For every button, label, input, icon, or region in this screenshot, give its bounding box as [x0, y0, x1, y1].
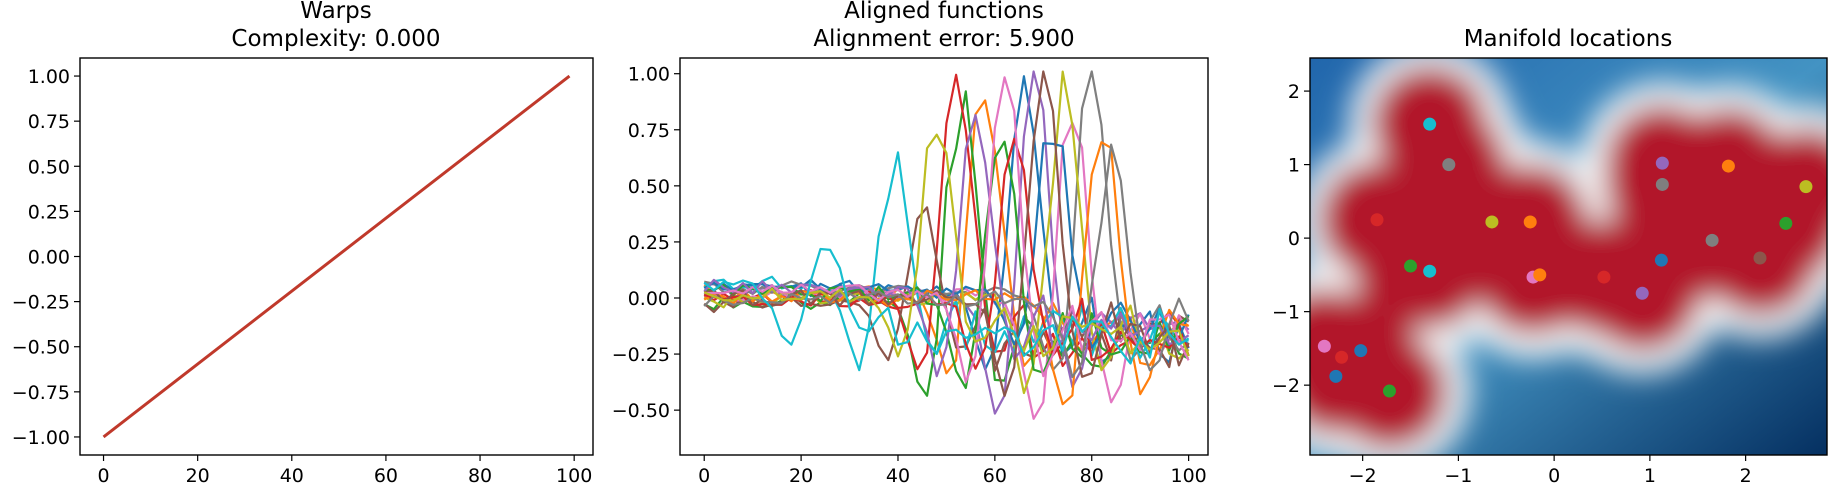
- x-tick-label: 1: [1644, 465, 1656, 487]
- y-tick-label: −0.50: [12, 337, 70, 359]
- y-tick-label: −1.00: [12, 427, 70, 449]
- manifold-axes-frame: [1309, 57, 1828, 456]
- warps-panel: Warps Complexity: 0.000 0 20 40 60 80 100 −1.0…: [12, 0, 594, 487]
- y-tick-label: 0.75: [628, 120, 670, 142]
- manifold-point: [1404, 259, 1418, 273]
- manifold-point: [1523, 215, 1537, 229]
- y-tick-label: 1.00: [28, 66, 70, 88]
- warps-title: Warps: [300, 0, 371, 24]
- aligned-function-line: [703, 113, 1190, 378]
- x-tick-label: 20: [789, 465, 813, 487]
- density-core: [1748, 129, 1827, 245]
- y-tick-label: −0.25: [612, 344, 670, 366]
- y-tick-label: 2: [1288, 81, 1300, 103]
- aligned-function-line: [704, 140, 1190, 390]
- x-tick-label: 40: [886, 465, 910, 487]
- manifold-point: [1705, 233, 1719, 247]
- x-tick-label: 100: [556, 465, 592, 487]
- y-tick-label: 0.75: [28, 111, 70, 133]
- aligned-axes-frame: [679, 57, 1209, 456]
- y-tick-label: 0.50: [628, 176, 670, 198]
- manifold-point: [1597, 270, 1611, 284]
- y-tick-label: 0.00: [628, 288, 670, 310]
- y-tick-label: −0.50: [612, 400, 670, 422]
- aligned-function-line: [703, 247, 1190, 365]
- manifold-point: [1329, 369, 1343, 383]
- x-tick-label: 2: [1740, 465, 1752, 487]
- x-tick-label: 60: [374, 465, 398, 487]
- manifold-point: [1635, 286, 1649, 300]
- manifold-point: [1354, 344, 1368, 358]
- manifold-point: [1423, 264, 1437, 278]
- y-tick-label: 0.50: [28, 156, 70, 178]
- manifold-point: [1335, 350, 1349, 364]
- manifold-density: [1310, 58, 1827, 455]
- manifold-point: [1654, 253, 1668, 267]
- x-tick-label: 80: [1080, 465, 1104, 487]
- manifold-point: [1317, 339, 1331, 353]
- x-tick-label: 40: [280, 465, 304, 487]
- warps-ticks: 0 20 40 60 80 100 −1.00 −0.75 −0.50 −0.25 0.00 0.25…: [12, 66, 593, 487]
- y-tick-label: −0.25: [12, 292, 70, 314]
- manifold-point: [1370, 213, 1384, 227]
- manifold-point: [1423, 117, 1437, 131]
- manifold-points: [1317, 117, 1813, 398]
- aligned-panel: Aligned functions Alignment error: 5.900…: [612, 0, 1209, 487]
- y-tick-label: 0: [1288, 228, 1300, 250]
- manifold-ticks: −2 −1 0 1 2 −2 −1 0 1 2: [1272, 81, 1752, 487]
- warps-subtitle: Complexity: 0.000: [231, 26, 440, 52]
- manifold-point: [1442, 158, 1456, 172]
- aligned-ticks: 0 20 40 60 80 100 −0.50 −0.25 0.00 0.25 0.50 0.75 1.…: [612, 64, 1207, 487]
- x-tick-label: 0: [97, 465, 109, 487]
- x-tick-label: 100: [1170, 465, 1206, 487]
- manifold-point: [1485, 215, 1499, 229]
- y-tick-label: −2: [1272, 375, 1300, 397]
- manifold-point: [1753, 251, 1767, 265]
- manifold-point: [1655, 156, 1669, 170]
- aligned-subtitle: Alignment error: 5.900: [813, 26, 1074, 52]
- y-tick-label: −0.75: [12, 382, 70, 404]
- manifold-point: [1779, 216, 1793, 230]
- x-tick-label: 80: [468, 465, 492, 487]
- manifold-plot-area: [1310, 58, 1827, 455]
- manifold-title: Manifold locations: [1464, 26, 1673, 52]
- y-tick-label: −1: [1272, 302, 1300, 324]
- aligned-plot-area: [703, 70, 1190, 420]
- y-tick-label: 1: [1288, 155, 1300, 177]
- y-tick-label: 0.25: [28, 201, 70, 223]
- x-tick-label: 0: [1548, 465, 1560, 487]
- y-tick-label: 0.00: [28, 247, 70, 269]
- manifold-point: [1721, 159, 1735, 173]
- x-tick-label: 0: [698, 465, 710, 487]
- x-tick-label: −2: [1349, 465, 1377, 487]
- aligned-function-line: [703, 141, 1189, 406]
- aligned-function-line: [703, 70, 1190, 371]
- aligned-function-line: [703, 121, 1190, 420]
- warp-line: [102, 74, 571, 439]
- x-tick-label: −1: [1444, 465, 1472, 487]
- x-tick-label: 20: [186, 465, 210, 487]
- y-tick-label: 0.25: [628, 232, 670, 254]
- manifold-panel: Manifold locations −2 −1 0 1 2 −2 −1 0 1 2: [1272, 26, 1828, 487]
- manifold-point: [1382, 384, 1396, 398]
- manifold-point: [1655, 177, 1669, 191]
- aligned-title: Aligned functions: [844, 0, 1044, 24]
- warps-plot-area: [102, 74, 571, 439]
- y-tick-label: 1.00: [628, 64, 670, 86]
- x-tick-label: 60: [983, 465, 1007, 487]
- manifold-point: [1533, 268, 1547, 282]
- manifold-point: [1799, 180, 1813, 194]
